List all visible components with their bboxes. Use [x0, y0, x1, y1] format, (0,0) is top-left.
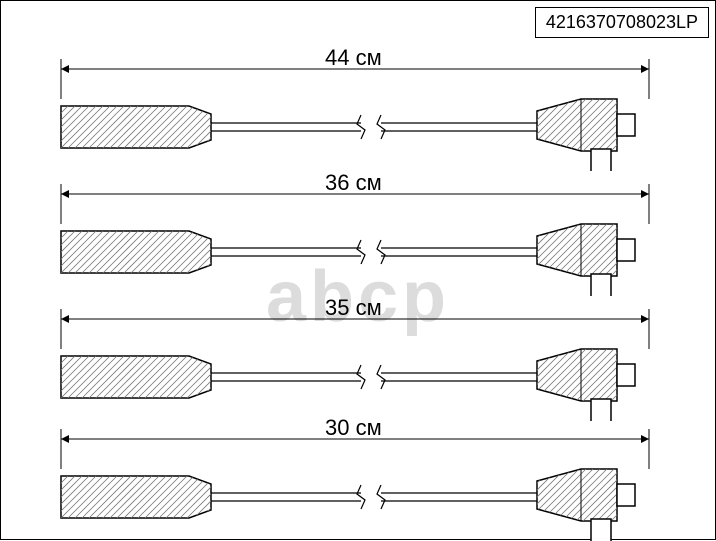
- right-boot: [485, 349, 716, 421]
- left-plug: [19, 231, 292, 273]
- part-number-box: 4216370708023LP: [535, 7, 709, 38]
- right-boot: [485, 224, 716, 296]
- dimension-label: 30 см: [325, 415, 382, 441]
- diagram-canvas: 4216370708023LP abcp 44 см36 см35 см30 с…: [0, 0, 716, 540]
- cable-row: 35 см: [1, 301, 716, 421]
- cable-wire: [211, 485, 537, 509]
- left-plug: [19, 106, 292, 148]
- dimension-label: 44 см: [325, 45, 382, 71]
- dimension-label: 35 см: [325, 295, 382, 321]
- cable-row: 44 см: [1, 51, 716, 171]
- cable-wire: [211, 115, 537, 139]
- cable-row: 30 см: [1, 421, 716, 541]
- right-boot: [485, 99, 716, 171]
- cable-wire: [211, 365, 537, 389]
- cable-row: 36 см: [1, 176, 716, 296]
- dimension-label: 36 см: [325, 170, 382, 196]
- part-number: 4216370708023LP: [546, 12, 698, 32]
- cable-wire: [211, 240, 537, 264]
- left-plug: [19, 476, 292, 518]
- left-plug: [19, 356, 292, 398]
- right-boot: [485, 469, 716, 541]
